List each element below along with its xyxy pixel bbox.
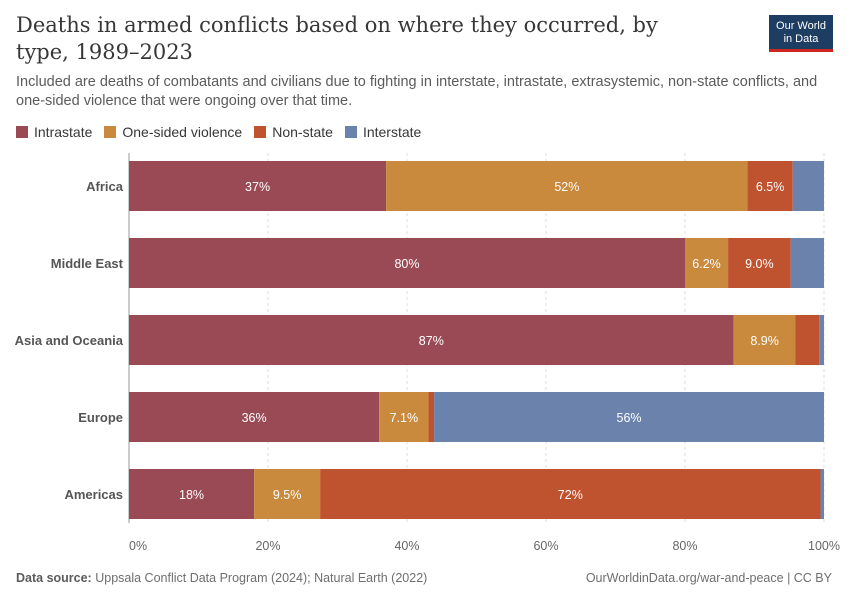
legend-swatch [104,126,117,138]
data-label: 8.9% [750,334,779,348]
bar-segment-one-sided-violence [685,238,729,288]
x-tick-label: 0% [129,539,147,553]
bar-segment-non-state [747,161,793,211]
legend-label: One-sided violence [122,124,243,140]
x-tick-label: 80% [672,539,697,553]
legend-swatch [344,126,357,138]
data-label: 9.0% [745,257,774,271]
data-label: 80% [394,257,419,271]
chart-title: Deaths in armed conflicts based on where… [16,13,658,64]
bar-segment-interstate [790,238,824,288]
x-tick-label: 100% [808,539,840,553]
legend-item-one-sided-violence[interactable]: One-sided violence [104,124,242,140]
data-source-text[interactable]: Uppsala Conflict Data Program (2024); Na… [95,571,428,585]
legend-label: Interstate [362,124,422,140]
data-label: 87% [419,334,444,348]
data-label: 52% [554,180,579,194]
bar-segment-one-sided-violence [379,392,429,442]
data-label: 7.1% [390,411,419,425]
legend-item-non-state[interactable]: Non-state [254,124,333,140]
logo-line-1: Our World [776,20,826,32]
legend: Intrastate One-sided violence Non-state Int… [16,123,433,141]
x-tick-label: 20% [255,539,280,553]
bar-segment-intrastate [129,392,380,442]
data-label: 9.5% [273,488,302,502]
legend-label: Intrastate [34,124,93,140]
bar-segment-intrastate [129,161,387,211]
bar-segment-intrastate [129,469,255,519]
legend-label: Non-state [272,124,333,140]
bar-segment-non-state [320,469,821,519]
data-label: 18% [179,488,204,502]
category-label: Africa [86,179,124,194]
chart-subtitle: Included are deaths of combatants and ci… [16,74,818,109]
stacked-bar-chart: 0% 20% 40% 60% 80% 100% Africa 37% 52% 6.5% Middle… [15,153,840,553]
data-source-label: Data source: [16,571,92,585]
legend-item-intrastate[interactable]: Intrastate [16,124,92,140]
bar-segment-non-state [428,392,435,442]
bar-segment-interstate [792,161,824,211]
logo-line-2: in Data [783,33,819,45]
legend-item-interstate[interactable]: Interstate [344,124,422,140]
data-label: 36% [242,411,267,425]
bar-segment-interstate [819,315,824,365]
category-label: Asia and Oceania [15,333,124,348]
category-label: Europe [78,410,123,425]
bar-segment-one-sided-violence [733,315,796,365]
credit-link[interactable]: OurWorldinData.org/war-and-peace | CC BY [585,571,832,585]
data-label: 56% [617,411,642,425]
legend-swatch [16,126,28,138]
category-label: Middle East [51,256,124,271]
data-label: 6.5% [756,180,785,194]
x-tick-label: 40% [394,539,419,553]
category-label: Americas [64,487,123,502]
bar-segment-intrastate [129,315,734,365]
bar-segment-intrastate [129,238,685,288]
bar-segment-non-state [728,238,791,288]
bar-segment-one-sided-violence [386,161,748,211]
data-label: 37% [245,180,270,194]
bar-segment-one-sided-violence [254,469,321,519]
bar-segment-non-state [795,315,820,365]
x-tick-label: 60% [533,539,558,553]
data-source: Data source: Uppsala Conflict Data Progr… [16,571,427,585]
bar-segment-interstate [434,392,824,442]
bar-segment-interstate [820,469,824,519]
owid-logo[interactable]: Our World in Data [769,15,833,52]
legend-swatch [254,126,267,138]
data-label: 6.2% [692,257,721,271]
data-label: 72% [558,488,583,502]
